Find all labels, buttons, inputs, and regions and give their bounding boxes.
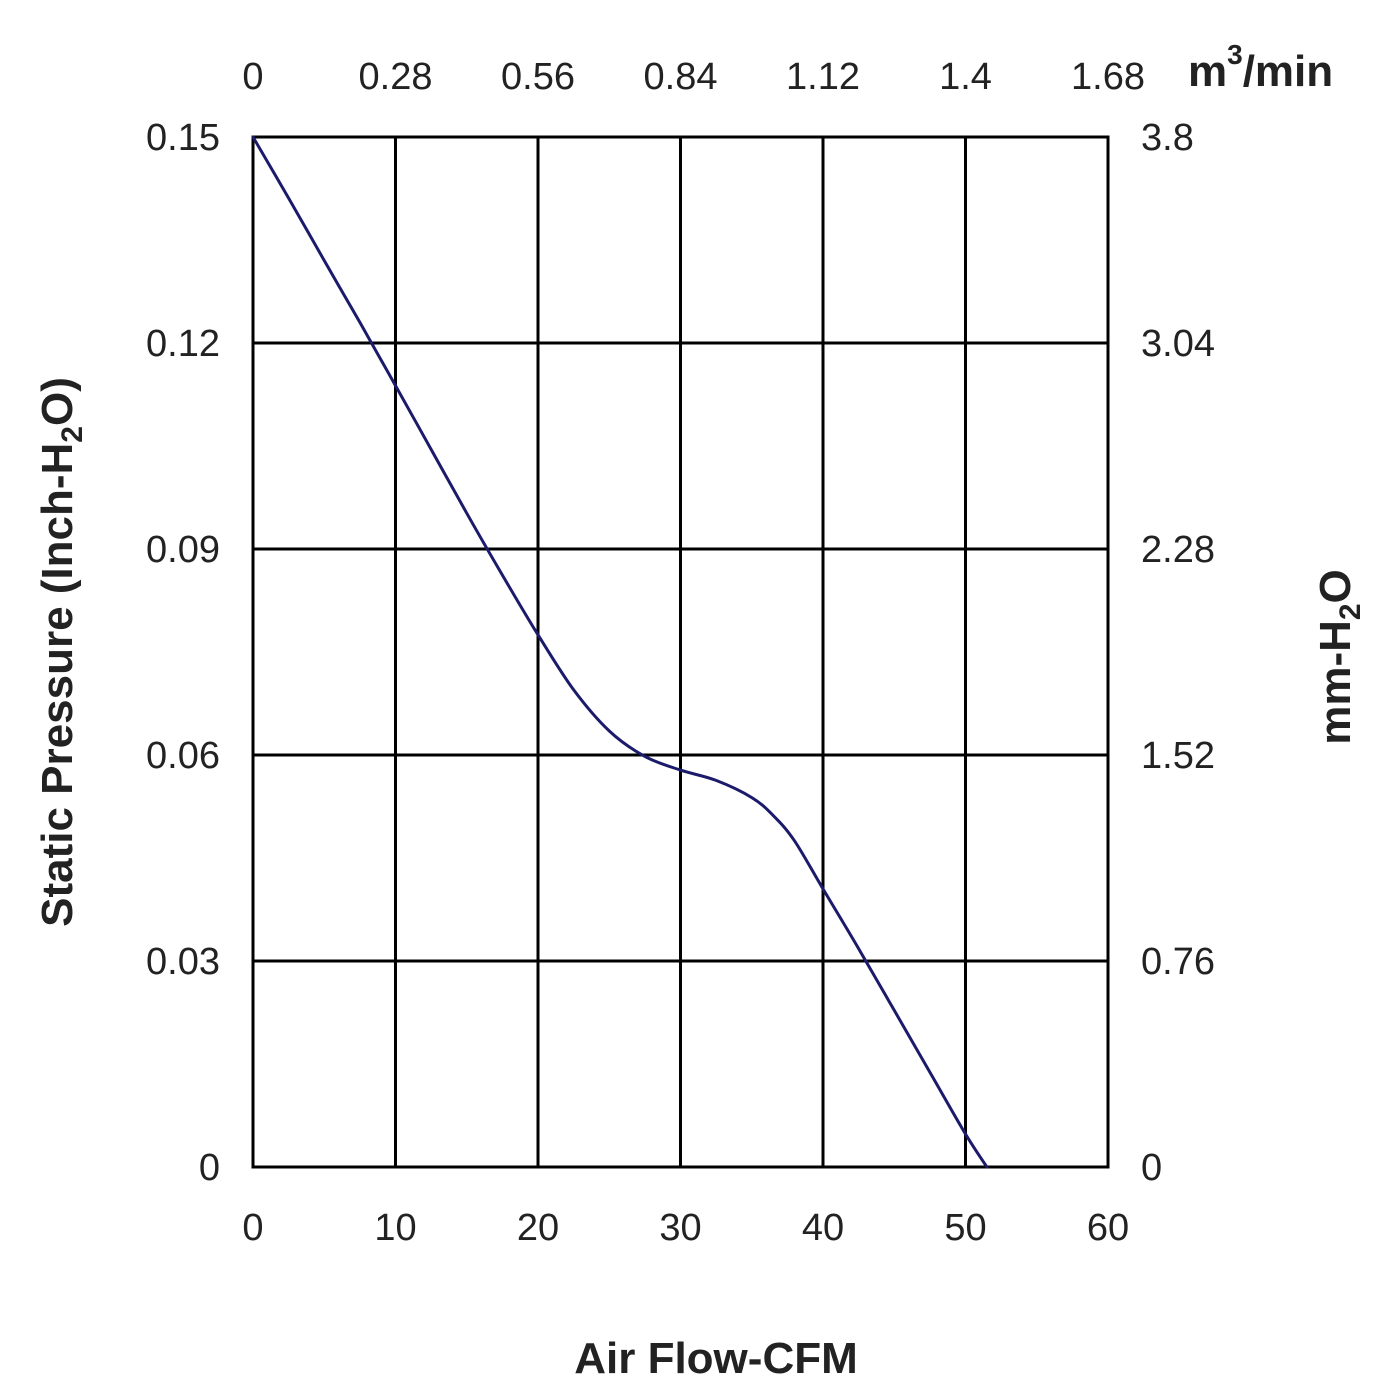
series-group [251, 135, 989, 1169]
y-tick-label: 0.12 [146, 323, 220, 365]
top-axis-title-superscript: 3 [1227, 39, 1243, 70]
y-axis-title-main: Static Pressure (Inch-H [33, 443, 82, 927]
x-tick-label: 60 [1087, 1207, 1129, 1249]
x-axis-ticks: 0 10 20 30 40 50 60 [242, 1207, 1129, 1249]
x-tick-label: 30 [659, 1207, 701, 1249]
y-axis-title: Static Pressure (Inch-H2O) [33, 377, 89, 927]
x-tick-label: 0 [242, 1207, 263, 1249]
x-axis-title: Air Flow-CFM [574, 1334, 858, 1383]
y-tick-label: 0.15 [146, 117, 220, 159]
right-axis-title-subscript: 2 [1334, 603, 1367, 620]
x-tick-label: 20 [517, 1207, 559, 1249]
y-axis-title-subscript: 2 [56, 426, 89, 443]
right-tick-label: 2.28 [1141, 529, 1215, 571]
y-axis-ticks: 0 0.03 0.06 0.09 0.12 0.15 [146, 117, 220, 1189]
plot-frame [251, 135, 1110, 1169]
top-tick-label: 0.28 [359, 56, 433, 98]
right-axis-title-tail: O [1311, 569, 1360, 603]
right-axis-title-main: mm-H [1311, 620, 1360, 745]
right-axis-ticks: 0 0.76 1.52 2.28 3.04 3.8 [1141, 117, 1215, 1189]
top-tick-label: 1.12 [786, 56, 860, 98]
grid [253, 137, 1108, 1167]
y-tick-label: 0.09 [146, 529, 220, 571]
right-tick-label: 3.04 [1141, 323, 1215, 365]
top-axis-ticks: 0 0.28 0.56 0.84 1.12 1.4 1.68 [242, 56, 1145, 98]
x-tick-label: 50 [944, 1207, 986, 1249]
top-axis-title-main: m [1188, 47, 1227, 96]
top-tick-label: 0 [242, 56, 263, 98]
right-tick-label: 0.76 [1141, 941, 1215, 983]
right-axis-title: mm-H2O [1311, 569, 1367, 745]
top-tick-label: 1.4 [939, 56, 992, 98]
right-tick-label: 3.8 [1141, 117, 1194, 159]
top-tick-label: 1.68 [1071, 56, 1145, 98]
y-tick-label: 0.06 [146, 735, 220, 777]
top-axis-title-tail: /min [1243, 47, 1333, 96]
top-axis-title: m3/min [1188, 39, 1333, 96]
y-tick-label: 0 [199, 1147, 220, 1189]
y-axis-title-tail: O) [33, 377, 82, 426]
right-tick-label: 1.52 [1141, 735, 1215, 777]
top-tick-label: 0.84 [644, 56, 718, 98]
right-tick-label: 0 [1141, 1147, 1162, 1189]
x-tick-label: 10 [374, 1207, 416, 1249]
y-tick-label: 0.03 [146, 941, 220, 983]
top-tick-label: 0.56 [501, 56, 575, 98]
pressure-flow-curve [251, 135, 989, 1169]
x-tick-label: 40 [802, 1207, 844, 1249]
